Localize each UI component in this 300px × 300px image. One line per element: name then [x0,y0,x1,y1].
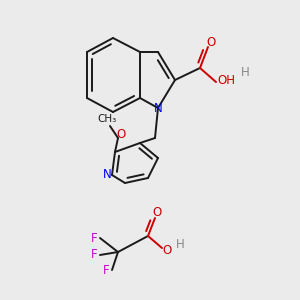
Text: CH₃: CH₃ [98,114,117,124]
Text: F: F [103,263,109,277]
Text: F: F [91,248,97,262]
Text: O: O [116,128,126,140]
Text: O: O [152,206,162,220]
Text: N: N [103,169,111,182]
Text: N: N [154,101,162,115]
Text: H: H [176,238,184,251]
Text: F: F [91,232,97,244]
Text: O: O [206,35,216,49]
Text: OH: OH [217,74,235,86]
Text: H: H [241,65,249,79]
Text: O: O [162,244,172,256]
